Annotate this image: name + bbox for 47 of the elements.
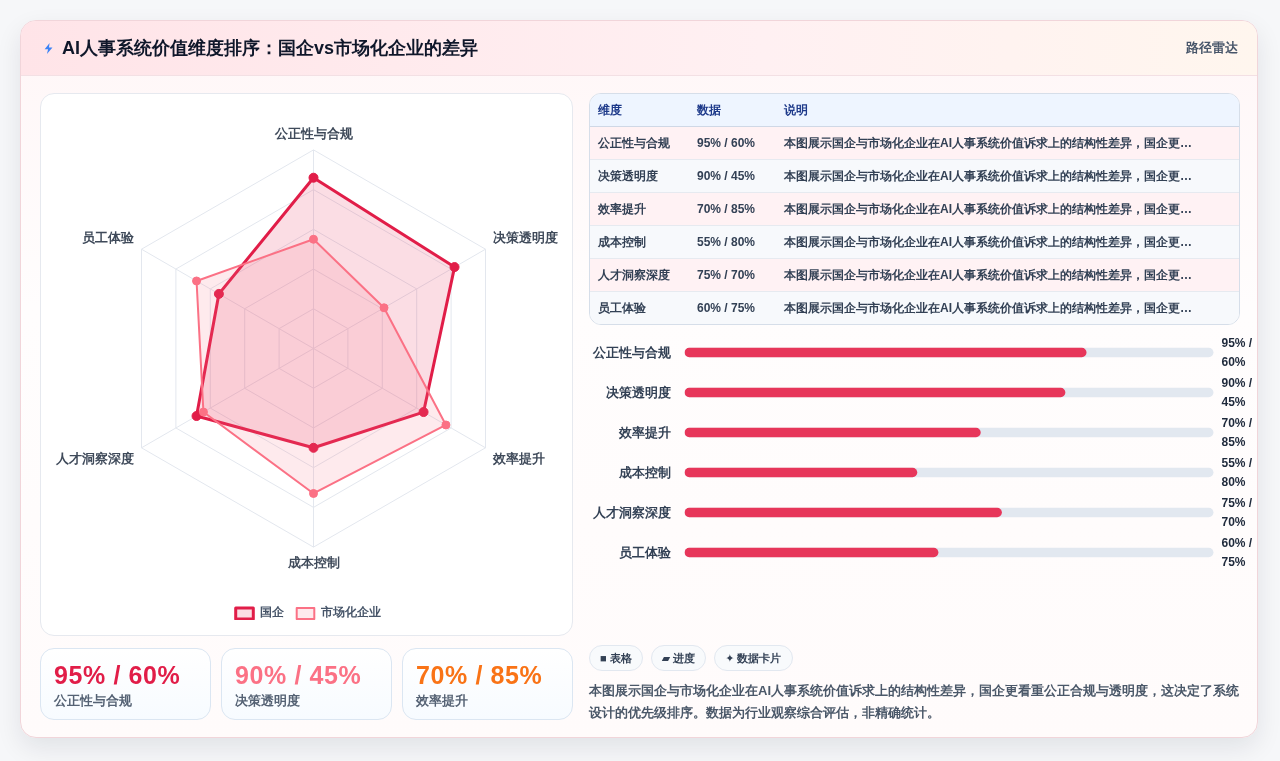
text: 90% / 45% (235, 661, 362, 689)
spoke-label: 公正性与合规 (273, 125, 354, 141)
y-tick-label: 效率提升 (617, 424, 671, 440)
spoke-label: 成本控制 (286, 556, 340, 571)
text: 55% / 80% (697, 235, 756, 249)
data-label: 60% / 75% (1221, 536, 1253, 569)
text: 本图展示国企与市场化企业在AI人事系统价值诉求上的结构性差异，国企更… (784, 267, 1192, 282)
text: 95% / 60% (54, 661, 181, 689)
spoke-label: 决策透明度 (493, 229, 559, 245)
text: 70% / 85% (416, 661, 543, 689)
text: 本图展示国企与市场化企业在AI人事系统价值诉求上的结构性差异，国企更… (784, 168, 1192, 183)
text: 75% / 70% (697, 268, 756, 282)
text: 70% / 85% (697, 202, 756, 216)
text: 95% / 60% (697, 136, 756, 150)
data-label: 95% / 60% (1221, 336, 1253, 369)
data-label: 70% / 85% (1221, 416, 1253, 449)
text: 本图展示国企与市场化企业在AI人事系统价值诉求上的结构性差异，国企更… (784, 135, 1192, 150)
text: 本图展示国企与市场化企业在AI人事系统价值诉求上的结构性差异，国企更看重公正合规与透明度，这决定了系统设计的优先级排序。数据为行业观察综合评估，非精确统计。 (589, 682, 1240, 722)
text: 路径雷达 (1186, 40, 1238, 57)
category-label: ■ 表格 (589, 645, 643, 671)
spoke-label: 人才洞察深度 (54, 451, 134, 467)
category-label: ▰ 进度 (650, 645, 707, 671)
y-tick-label: 公正性与合规 (591, 344, 672, 360)
data-label: 55% / 80% (1221, 456, 1253, 489)
legend-label: 国企 (259, 604, 284, 621)
spoke-label: 员工体验 (81, 230, 135, 245)
y-tick-label: 人才洞察深度 (591, 504, 671, 520)
data-label: 75% / 70% (1221, 496, 1253, 529)
y-tick-label: 成本控制 (617, 465, 671, 480)
text: 本图展示国企与市场化企业在AI人事系统价值诉求上的结构性差异，国企更… (784, 300, 1192, 315)
spoke-label: 效率提升 (492, 451, 546, 467)
text: 60% / 75% (697, 301, 756, 315)
y-tick-label: 员工体验 (618, 545, 672, 560)
category-label: 数据 (689, 94, 776, 127)
y-tick-label: 决策透明度 (605, 384, 671, 400)
text: 本图展示国企与市场化企业在AI人事系统价值诉求上的结构性差异，国企更… (784, 201, 1192, 216)
category-label: 效率提升 (416, 693, 469, 710)
category-label: 决策透明度 (235, 693, 301, 710)
chart-title: AI人事系统价值维度排序：国企vs市场化企业的差异 (62, 37, 479, 60)
legend-label: 市场化企业 (320, 604, 381, 621)
text: 本图展示国企与市场化企业在AI人事系统价值诉求上的结构性差异，国企更… (784, 234, 1192, 249)
category-label: ✦ 数据卡片 (714, 645, 793, 671)
text: 90% / 45% (697, 169, 756, 183)
data-label: 90% / 45% (1221, 376, 1253, 409)
category-label: 公正性与合规 (54, 693, 133, 710)
category-label: 说明 (776, 94, 1239, 127)
category-label: 维度 (590, 94, 689, 127)
